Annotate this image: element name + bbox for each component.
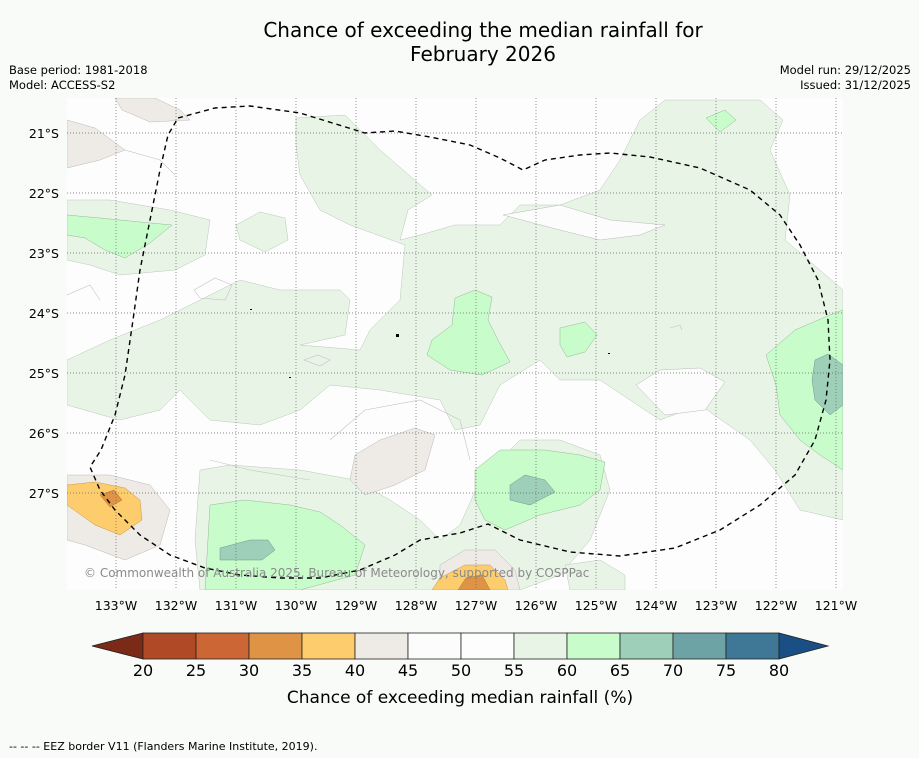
colorbar-extend-high: [778, 632, 830, 660]
lat-label-26s: 26°S: [29, 426, 59, 441]
title-line-1: Chance of exceeding the median rainfall …: [263, 18, 703, 42]
lon-label-122w: 122°W: [755, 598, 797, 613]
zone-40-45-northwest: [67, 119, 126, 169]
map-panel: © Commonwealth of Australia 2025, Bureau…: [67, 98, 843, 590]
colorbar-tick-label: 75: [716, 661, 736, 680]
colorbar-tick-label: 70: [663, 661, 683, 680]
lon-label-131w: 131°W: [215, 598, 257, 613]
colorbar-segment: [301, 632, 356, 660]
lon-label-124w: 124°W: [635, 598, 677, 613]
colorbar-tick-label: 45: [398, 661, 418, 680]
colorbar-tick-label: 30: [239, 661, 259, 680]
model-name: Model: ACCESS-S2: [9, 78, 116, 92]
zone-60-65-east: [765, 309, 843, 471]
colorbar-tick-label: 60: [557, 661, 577, 680]
colorbar: [91, 632, 830, 660]
lon-label-125w: 125°W: [575, 598, 617, 613]
lon-label-133w: 133°W: [95, 598, 137, 613]
lon-label-127w: 127°W: [455, 598, 497, 613]
colorbar-segment: [407, 632, 462, 660]
base-period: Base period: 1981-2018: [9, 63, 148, 77]
colorbar-segment: [195, 632, 250, 660]
map-title: Chance of exceeding the median rainfall …: [0, 18, 919, 66]
meta-right: Model run: 29/12/2025 Issued: 31/12/2025: [780, 63, 911, 93]
colorbar-tick-label: 20: [133, 661, 153, 680]
zone-60-65-small: [559, 321, 598, 358]
colorbar-segment: [248, 632, 303, 660]
zone-45-50-patch-a: [502, 204, 666, 241]
colorbar-tick-label: 40: [345, 661, 365, 680]
zone-55-60-blob-a: [235, 211, 289, 253]
zone-65-70-south: [509, 474, 556, 506]
zone-30-35-south: [457, 574, 491, 590]
colorbar-segment: [725, 632, 780, 660]
colorbar-segment: [619, 632, 674, 660]
lon-label-123w: 123°W: [695, 598, 737, 613]
model-run: Model run: 29/12/2025: [779, 63, 911, 77]
lon-label-121w: 121°W: [815, 598, 857, 613]
colorbar-tick-labels: 20 25 30 35 40 45 50 55 60 65 70 75 80: [133, 661, 789, 680]
zone-40-45-central: [349, 427, 436, 496]
lat-label-25s: 25°S: [29, 366, 59, 381]
lon-label-129w: 129°W: [335, 598, 377, 613]
lon-label-128w: 128°W: [395, 598, 437, 613]
zone-45-50-patch-b: [635, 367, 726, 416]
zone-60-65-central: [426, 289, 511, 376]
colorbar-title: Chance of exceeding median rainfall (%): [287, 688, 633, 708]
colorbar-segment: [142, 632, 197, 660]
lat-label-23s: 23°S: [29, 246, 59, 261]
colorbar-segment: [566, 632, 621, 660]
issued-date: Issued: 31/12/2025: [800, 78, 911, 92]
lon-label-130w: 130°W: [275, 598, 317, 613]
island-markers: [250, 309, 610, 378]
colorbar-tick-label: 25: [186, 661, 206, 680]
colorbar-segment: [513, 632, 568, 660]
lat-label-24s: 24°S: [29, 306, 59, 321]
zone-60-65-west: [67, 214, 173, 259]
zone-60-65-southwest: [204, 499, 366, 590]
zone-65-70-southwest: [219, 539, 276, 561]
colorbar-tick-label: 80: [769, 661, 789, 680]
meta-left: Base period: 1981-2018 Model: ACCESS-S2: [9, 63, 148, 93]
colorbar-segment: [354, 632, 409, 660]
zone-60-65-north: [705, 109, 737, 133]
zone-35-40-southwest: [67, 481, 143, 536]
colorbar-extend-low: [91, 632, 144, 660]
longitude-labels: 133°W 132°W 131°W 130°W 129°W 128°W 127°…: [95, 598, 857, 613]
colorbar-tick-label: 35: [292, 661, 312, 680]
lon-label-126w: 126°W: [515, 598, 557, 613]
zone-30-35-southwest: [99, 489, 123, 508]
colorbar-tick-label: 50: [451, 661, 471, 680]
zone-40-45-north: [114, 98, 191, 123]
zone-55-60-east-tip: [564, 559, 626, 590]
gridlines: [67, 98, 843, 590]
colorbar-segment: [460, 632, 515, 660]
colorbar-tick-label: 55: [504, 661, 524, 680]
title-line-2: February 2026: [410, 42, 556, 66]
lat-label-27s: 27°S: [29, 486, 59, 501]
colorbar-tick-label: 65: [610, 661, 630, 680]
eez-border: [89, 105, 831, 579]
copyright-notice: © Commonwealth of Australia 2025, Bureau…: [84, 566, 589, 580]
lat-label-21s: 21°S: [29, 126, 59, 141]
latitude-labels: 21°S 22°S 23°S 24°S 25°S 26°S 27°S: [29, 126, 59, 501]
lon-label-132w: 132°W: [155, 598, 197, 613]
colorbar-segment: [672, 632, 727, 660]
lat-label-22s: 22°S: [29, 186, 59, 201]
eez-legend-note: -- -- -- EEZ border V11 (Flanders Marine…: [9, 740, 318, 753]
